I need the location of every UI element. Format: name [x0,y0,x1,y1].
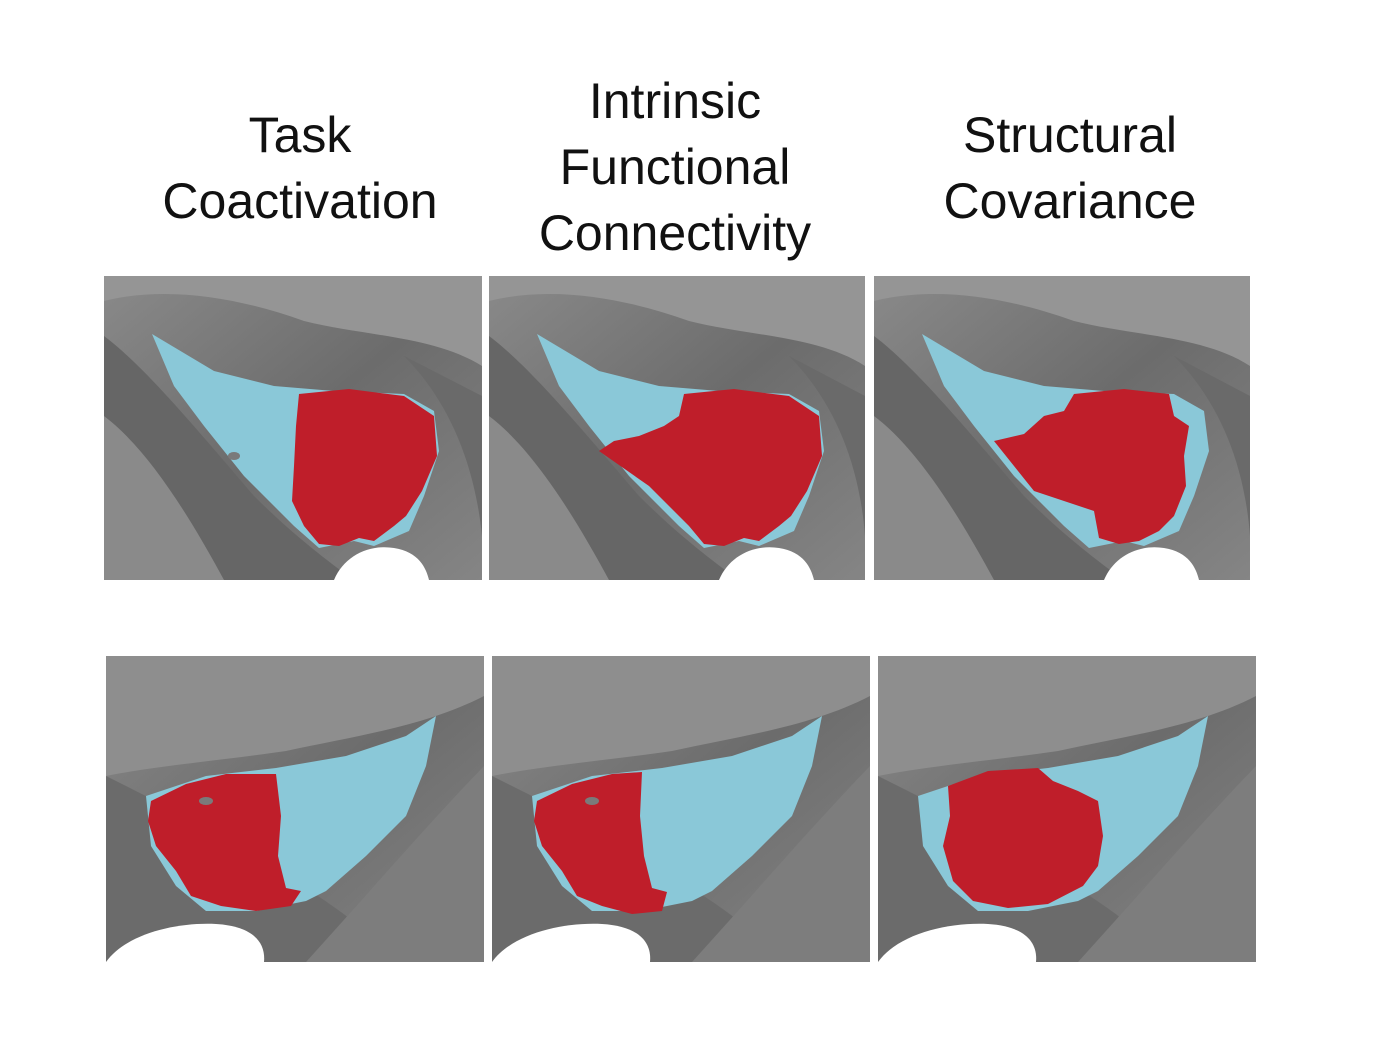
insula-red-region [292,389,437,546]
brain-panel-ifc-bottom [492,656,870,962]
insula-red-region [994,389,1189,544]
title-line: Covariance [943,173,1197,229]
title-line: Connectivity [538,205,812,261]
insula-red-region [599,389,822,546]
title-line: Task [248,107,352,163]
insula-red-region [943,768,1103,908]
brain-panel-sc-top [874,276,1250,580]
title-task-coactivation: Task Coactivation [145,102,455,234]
brain-panel-task-top [104,276,482,580]
brain-panel-ifc-top [489,276,865,580]
title-line: Structural [963,107,1177,163]
title-line: Functional [559,139,791,195]
title-line: Intrinsic [588,73,762,129]
insula-red-region [534,772,667,914]
brain-panel-task-bottom [106,656,484,962]
title-intrinsic-functional-connectivity: Intrinsic Functional Connectivity [515,68,835,266]
brain-panel-sc-bottom [878,656,1256,962]
title-line: Coactivation [162,173,438,229]
title-structural-covariance: Structural Covariance [920,102,1220,234]
insula-red-region [148,774,301,911]
